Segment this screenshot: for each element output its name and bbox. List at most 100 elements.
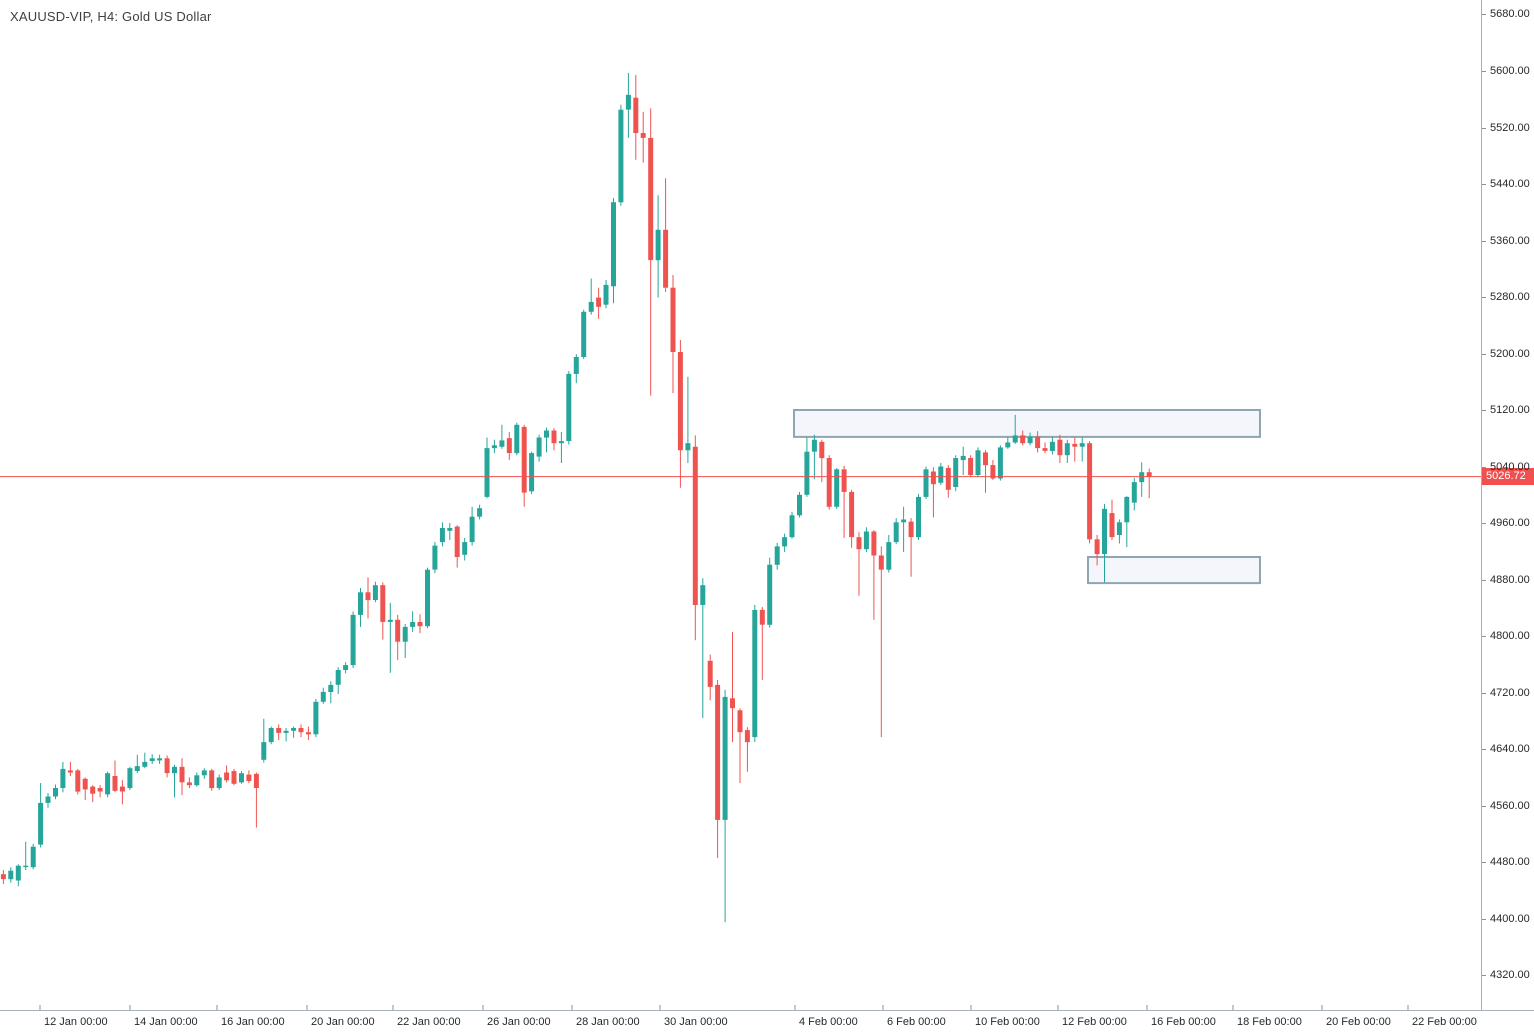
chart-canvas[interactable]: XAUUSD-VIP, H4: Gold US Dollar (0, 0, 1482, 1010)
price-tick (1482, 466, 1486, 468)
candle-body (797, 494, 802, 516)
candle-body (886, 542, 892, 570)
candle-body (596, 297, 602, 307)
candle-body (454, 526, 460, 557)
current-price-tag: 5026.72 (1482, 468, 1534, 486)
candle-body (320, 691, 326, 702)
candle-body (1087, 443, 1093, 540)
price-tick-label: 5520.00 (1490, 121, 1530, 134)
candle-body (685, 443, 691, 451)
candle-body (588, 301, 594, 312)
candle-body (558, 441, 564, 444)
candle-body (75, 770, 81, 792)
candle-body (529, 453, 535, 492)
candle-body (410, 622, 416, 627)
candle-body (1057, 439, 1063, 456)
price-tick-label: 5680.00 (1490, 8, 1530, 21)
candle-body (618, 109, 624, 203)
candle-body (112, 776, 118, 791)
candle-body (60, 768, 66, 788)
price-tick (1482, 127, 1486, 129)
price-axis[interactable]: 5026.72 5680.00 5600.00 5520.00 5440.00 5360… (1481, 0, 1534, 1010)
candle-body (901, 519, 907, 523)
price-tick (1482, 71, 1486, 72)
candle-body (997, 447, 1003, 479)
candle-body (633, 97, 639, 133)
candle-body (648, 137, 654, 261)
time-axis[interactable]: 12 Jan 00:00 14 Jan 00:00 16 Jan 00:00 20 J… (0, 1010, 1534, 1032)
candle-body (45, 796, 51, 803)
candle-body (871, 531, 877, 556)
candle-body (298, 728, 304, 733)
candle-body (358, 592, 363, 615)
candle-body (343, 665, 349, 670)
candle-body (0, 874, 6, 880)
price-tick (1482, 918, 1486, 920)
price-tick-label: 4960.00 (1490, 517, 1530, 530)
candle-body (186, 782, 192, 786)
candle-body (521, 426, 527, 493)
candle-body (1116, 522, 1122, 535)
candlestick-chart (0, 72, 1482, 1010)
time-tick-label: 16 Feb 00:00 (1151, 1016, 1216, 1028)
time-tick-label: 22 Jan 00:00 (397, 1016, 461, 1028)
candle-body (283, 730, 289, 733)
price-tick-label: 5200.00 (1490, 347, 1530, 360)
candle-body (707, 660, 713, 687)
candle-body (23, 865, 29, 868)
candle-body (960, 455, 966, 461)
candle-body (350, 614, 356, 666)
candle-body (759, 609, 765, 625)
candle-body (231, 771, 237, 784)
candle-body (1049, 441, 1055, 451)
candle-body (916, 496, 921, 538)
candle-body (90, 786, 96, 794)
candle-body (305, 732, 311, 735)
candle-body (439, 528, 445, 543)
time-tick-label: 14 Jan 00:00 (134, 1016, 198, 1028)
candle-body (387, 619, 393, 622)
candle-body (945, 467, 951, 490)
candle-body (789, 515, 795, 538)
candle-body (551, 430, 557, 444)
candle-body (105, 773, 111, 795)
candle-body (744, 730, 750, 743)
candle-body (38, 802, 44, 845)
candle-body (774, 546, 780, 565)
candle-body (603, 284, 609, 305)
candle-body (216, 777, 222, 788)
candle-body (53, 788, 58, 797)
candle-body (923, 469, 929, 497)
candle-body (15, 865, 21, 881)
candle-body (856, 537, 862, 550)
support-zone-box[interactable] (1087, 556, 1261, 585)
candle-body (767, 564, 773, 625)
candle-body (722, 696, 728, 820)
candle-body (1131, 482, 1137, 503)
candle-body (611, 202, 616, 287)
candle-body (670, 287, 676, 352)
price-tick-label: 5280.00 (1490, 291, 1530, 304)
candle-body (1042, 448, 1048, 451)
candle-body (1064, 443, 1070, 456)
candle-body (1020, 435, 1026, 444)
price-tick (1482, 579, 1486, 581)
candle-body (209, 770, 215, 789)
candle-body (417, 622, 423, 627)
candle-body (1102, 508, 1107, 555)
candle-body (640, 133, 646, 138)
candle-body (8, 870, 14, 880)
candle-body (804, 451, 810, 495)
candle-body (930, 471, 936, 485)
candle-body (127, 768, 133, 788)
candle-body (573, 357, 579, 374)
candle-body (328, 684, 334, 692)
time-tick-label: 12 Jan 00:00 (44, 1016, 108, 1028)
resistance-zone-box[interactable] (793, 409, 1261, 438)
candle-body (1027, 436, 1033, 444)
price-tick-label: 5600.00 (1490, 65, 1530, 77)
candle-body (365, 592, 371, 601)
time-tick-label: 20 Feb 00:00 (1326, 1016, 1391, 1028)
candle-body (291, 728, 297, 731)
time-tick-label: 20 Jan 00:00 (311, 1016, 375, 1028)
